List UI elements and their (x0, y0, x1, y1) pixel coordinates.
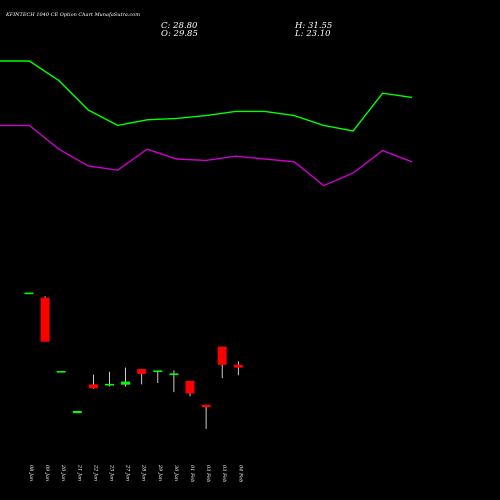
candle-body (88, 384, 98, 389)
overlay-line-2 (0, 124, 413, 187)
candle-body (185, 380, 195, 394)
x-tick-label: 09 Jan (44, 465, 50, 481)
x-tick-label: 30 Jan (173, 465, 179, 481)
x-axis-ticks: 08 Jan 09 Jan 20 Jan 21 Jan 22 Jan 23 Jan 27 J… (28, 464, 243, 482)
close-value: C: 28.80 (161, 21, 198, 31)
x-tick-label: 29 Jan (157, 464, 163, 481)
candle-body (56, 371, 66, 373)
high-value: H: 31.55 (294, 21, 332, 31)
x-tick-label: 04 Feb (237, 465, 243, 482)
x-tick-label: 03 Feb (205, 465, 211, 482)
x-tick-label: 01 Feb (189, 465, 195, 482)
open-value: O: 29.85 (161, 29, 198, 39)
candle-body (121, 381, 131, 385)
x-tick-label: 27 Jan (125, 464, 131, 481)
x-tick-label: 23 Jan (109, 464, 115, 481)
candle-body (137, 369, 147, 374)
candle-body (105, 383, 114, 386)
candle-body (153, 370, 163, 372)
candle-body (201, 404, 211, 408)
overlay-lines (0, 60, 413, 187)
candle-body (217, 346, 227, 365)
candle-body (72, 411, 82, 414)
x-tick-label: 03 Feb (221, 465, 227, 482)
x-tick-label: 08 Jan (28, 465, 34, 481)
candle-body (40, 297, 50, 342)
x-tick-label: 20 Jan (60, 464, 66, 481)
candles (24, 292, 243, 429)
candle-body (24, 292, 34, 295)
candle-body (169, 373, 179, 375)
x-tick-label: 28 Jan (141, 464, 147, 481)
overlay-line-1 (0, 60, 413, 132)
low-value: L: 23.10 (294, 29, 331, 39)
x-tick-label: 22 Jan (92, 464, 98, 481)
chart-title: KFINTECH 1040 CE Option Chart MunafaSutr… (5, 12, 140, 18)
x-tick-label: 21 Jan (76, 464, 82, 481)
candle-body (233, 364, 243, 368)
